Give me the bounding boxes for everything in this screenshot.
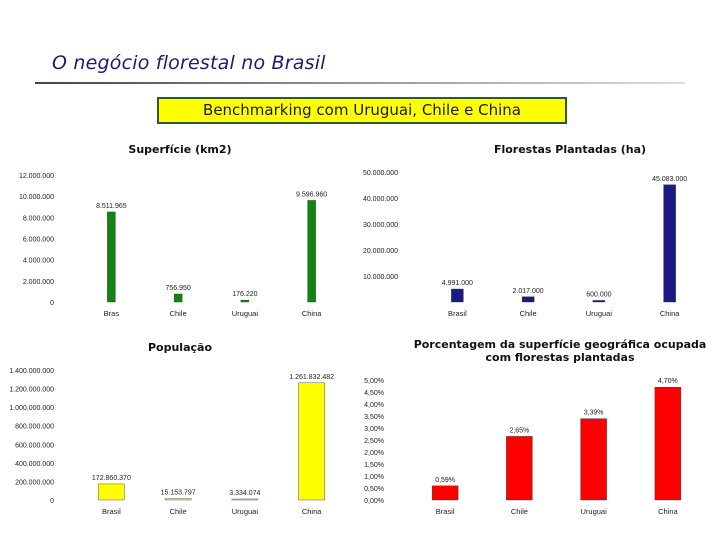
data-label: 600.000 [586, 291, 611, 298]
x-tick-label: Uruguai [580, 507, 607, 516]
y-tick-label: 10.000.000 [363, 274, 398, 281]
bar [451, 288, 464, 303]
chart-title: Florestas Plantadas (ha) [493, 143, 647, 156]
y-tick-label: 0,50% [364, 486, 384, 493]
bar [654, 387, 682, 501]
y-tick-label: 1.200.000.000 [9, 387, 54, 394]
bar [231, 498, 259, 501]
y-tick-label: 1,00% [364, 474, 384, 481]
chart-plantations: Florestas Plantadas (ha) 10.000.000 20.00… [360, 140, 720, 330]
title-divider [35, 82, 685, 84]
y-tick-label: 600.000.000 [15, 442, 54, 449]
y-tick-label: 2,00% [364, 450, 384, 457]
data-label: 45.083.000 [652, 176, 687, 183]
bar [307, 200, 316, 303]
y-tick-label: 3,50% [364, 414, 384, 421]
x-tick-label: Brasil [102, 507, 121, 516]
x-tick-label: Uruguai [232, 507, 259, 516]
y-tick-label: 4,50% [364, 390, 384, 397]
bar [164, 498, 192, 501]
y-tick-label: 40.000.000 [363, 196, 398, 203]
y-tick-label: 0,00% [364, 498, 384, 505]
bar [107, 211, 116, 303]
bar [663, 184, 676, 303]
y-tick-label: 10.000.000 [19, 194, 54, 201]
subtitle-banner: Benchmarking com Uruguai, Chile e China [157, 97, 567, 124]
y-tick-label: 1.000.000.000 [9, 405, 54, 412]
chart-title: População [147, 341, 213, 354]
chart-title: Superfície (km2) [128, 143, 232, 156]
data-label: 756.950 [165, 285, 190, 292]
bar [506, 436, 533, 501]
bar [298, 382, 325, 501]
data-label: 0,59% [435, 477, 455, 484]
x-tick-label: China [302, 309, 322, 318]
y-tick-label: 50.000.000 [363, 170, 398, 177]
chart-percentage-plot: 0,00% 0,50% 1,00% 1,50% 2,00% 2,50% 3,00% 3,50%… [364, 378, 682, 516]
data-label: 2.017.000 [513, 288, 544, 295]
chart-percentage: Porcentagem da superfície geográfica ocu… [360, 338, 720, 528]
y-tick-label: 1,50% [364, 462, 384, 469]
data-label: 3,39% [584, 410, 604, 417]
y-tick-label: 400.000.000 [15, 461, 54, 468]
data-label: 9.596.960 [296, 191, 327, 198]
y-tick-label: 2,50% [364, 438, 384, 445]
y-tick-label: 20.000.000 [363, 248, 398, 255]
bar [240, 299, 250, 303]
bar [173, 293, 183, 303]
bar [580, 418, 607, 501]
chart-population: População 0 200.000.000 400.000.000 600.000… [0, 338, 360, 528]
y-tick-label: 3,00% [364, 426, 384, 433]
data-label: 2,65% [509, 427, 529, 434]
x-tick-label: China [302, 507, 322, 516]
x-tick-label: Brasil [436, 507, 455, 516]
y-tick-label: 0 [50, 300, 54, 307]
y-tick-label: 200.000.000 [15, 479, 54, 486]
chart-area: Superfície (km2) 0 2.000.000 4.000.000 6.00… [0, 140, 360, 330]
data-label: 4.991.000 [442, 280, 473, 287]
x-tick-label: Chile [511, 507, 528, 516]
x-tick-label: Brasil [448, 309, 467, 318]
y-tick-label: 1.400.000.000 [9, 368, 54, 375]
bar [98, 483, 125, 501]
chart-population-plot: 0 200.000.000 400.000.000 600.000.000 800.00… [9, 368, 334, 516]
data-label: 3.334.074 [229, 490, 260, 497]
y-tick-label: 4,00% [364, 402, 384, 409]
bar [431, 485, 459, 501]
x-tick-label: Chile [170, 507, 187, 516]
chart-title: Porcentagem da superfície geográfica ocu… [413, 338, 707, 364]
y-tick-label: 6.000.000 [23, 237, 54, 244]
y-tick-label: 2.000.000 [23, 279, 54, 286]
chart-area-plot: 0 2.000.000 4.000.000 6.000.000 8.000.000 10.… [19, 173, 327, 318]
y-tick-label: 4.000.000 [23, 258, 54, 265]
data-label: 15.153.797 [161, 490, 196, 497]
x-tick-label: Chile [170, 309, 187, 318]
data-label: 1.261.832.482 [289, 374, 334, 381]
data-label: 4,70% [658, 378, 678, 385]
y-tick-label: 12.000.000 [19, 173, 54, 180]
page-title: O negócio florestal no Brasil [52, 52, 326, 74]
y-tick-label: 5,00% [364, 378, 384, 385]
bar [521, 296, 535, 303]
x-tick-label: China [660, 309, 680, 318]
x-tick-label: Uruguai [586, 309, 613, 318]
x-tick-label: Bras [104, 309, 120, 318]
x-tick-label: Chile [520, 309, 537, 318]
y-tick-label: 800.000.000 [15, 424, 54, 431]
data-label: 8.511.965 [96, 203, 127, 210]
x-tick-label: Uruguai [232, 309, 259, 318]
chart-plantations-plot: 10.000.000 20.000.000 30.000.000 40.000.000… [363, 170, 687, 318]
data-label: 176.220 [232, 291, 257, 298]
y-tick-label: 0 [50, 498, 54, 505]
y-tick-label: 30.000.000 [363, 222, 398, 229]
y-tick-label: 8.000.000 [23, 215, 54, 222]
x-tick-label: China [658, 507, 678, 516]
bar [592, 300, 606, 303]
data-label: 172.860.370 [92, 475, 131, 482]
